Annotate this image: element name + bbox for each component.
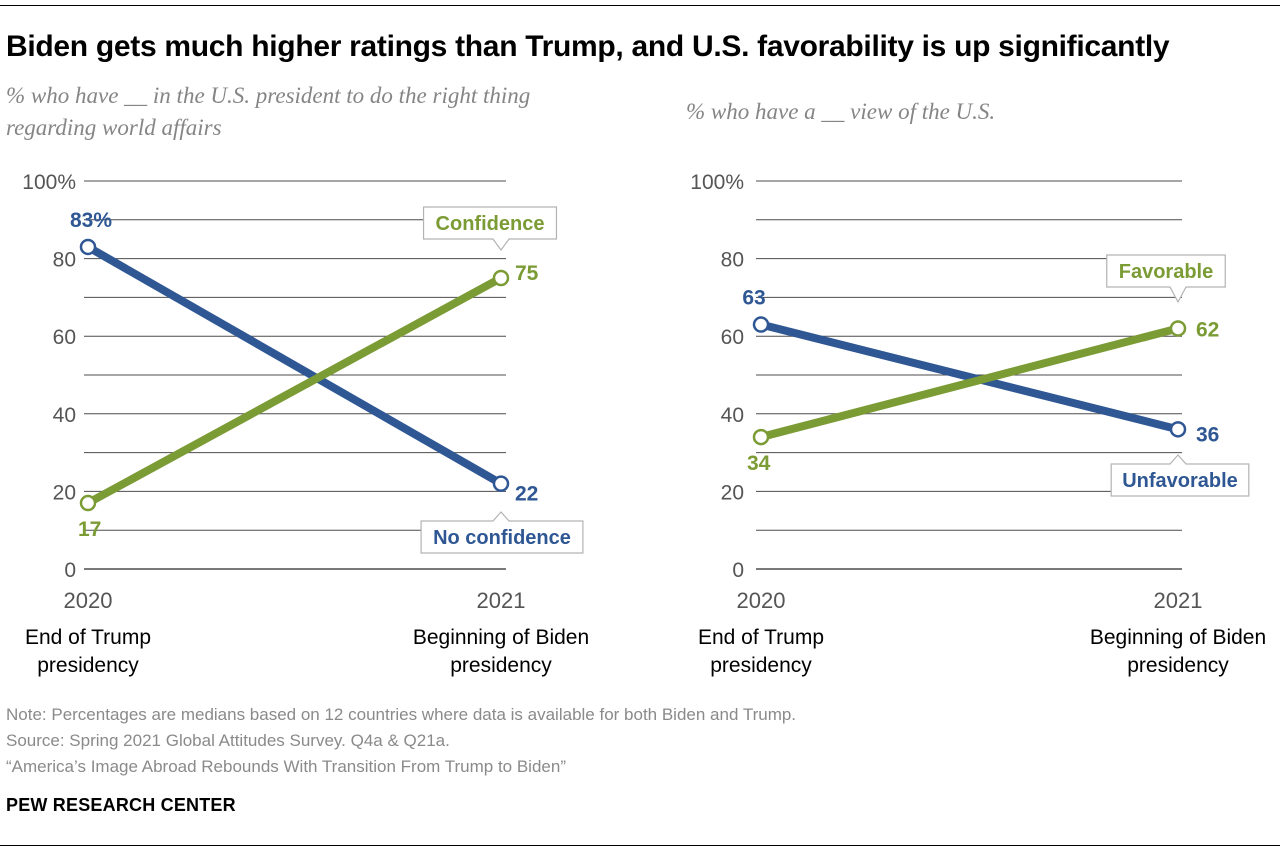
footer-report: “America’s Image Abroad Rebounds With Tr… — [6, 757, 566, 776]
panel2-legend-label: Unfavorable — [1122, 470, 1238, 492]
panel1-legend-box — [422, 206, 558, 252]
panel2-y-tick-label: 40 — [721, 404, 744, 427]
panel1-x-description: presidency — [37, 654, 139, 677]
panel1-x-tick-label: 2021 — [477, 588, 526, 613]
panel1-data-point — [79, 238, 97, 256]
panel2-y-tick-label: 20 — [721, 481, 744, 504]
panel2-data-label: 63 — [742, 287, 765, 310]
panel1-data-point — [492, 475, 510, 492]
panel2-y-tick-label: 100% — [690, 171, 744, 194]
panel1-y-tick-label: 80 — [53, 249, 76, 272]
panel1-legend-label: No confidence — [433, 527, 571, 549]
panel2-legend-box — [1106, 254, 1226, 304]
panel2-legend-label: Favorable — [1119, 261, 1213, 283]
panel2-data-point — [752, 316, 770, 333]
panel2-x-description: End of Trump — [698, 626, 824, 649]
panel1-data-label: 83% — [70, 209, 112, 232]
brand-name: PEW RESEARCH CENTER — [6, 795, 236, 815]
panel1-legend-box — [420, 511, 584, 554]
panel1-legend-label: Confidence — [436, 213, 545, 235]
footer-source: Source: Spring 2021 Global Attitudes Sur… — [6, 731, 450, 750]
panel2-series-line-0 — [760, 320, 1179, 434]
panel1-x-description: Beginning of Biden — [413, 626, 589, 649]
panel2-data-label: 34 — [747, 452, 771, 475]
panel1-y-tick-label: 100% — [22, 171, 76, 194]
top-rule — [0, 5, 1280, 6]
panel1-y-tick-label: 40 — [53, 404, 76, 427]
chart-title: Biden gets much higher ratings than Trum… — [6, 30, 1170, 63]
panel1-data-label: 75 — [515, 262, 539, 285]
panel1-data-point — [79, 494, 97, 512]
panel1-data-label: 22 — [515, 483, 538, 506]
panel2-data-point — [752, 428, 770, 446]
left-subtitle-line-1: % who have __ in the U.S. president to d… — [6, 83, 531, 108]
panel2-y-tick-label: 0 — [732, 559, 744, 582]
panel2-data-point — [1169, 421, 1187, 438]
panel1-y-tick-label: 60 — [53, 326, 76, 349]
panel1-series-line-0 — [86, 243, 503, 488]
panel1-x-description: End of Trump — [25, 626, 151, 649]
panel2-series-line-1 — [759, 324, 1180, 441]
panel1-series-line-1 — [86, 274, 503, 507]
panel1-x-tick-label: 2020 — [64, 588, 113, 613]
panel2-data-label: 62 — [1196, 318, 1219, 341]
footer-note: Note: Percentages are medians based on 1… — [6, 705, 797, 724]
panel2-legend-box — [1110, 454, 1250, 497]
bottom-rule — [0, 845, 1280, 846]
left-subtitle-line-2: regarding world affairs — [6, 115, 222, 140]
panel2-x-tick-label: 2020 — [737, 588, 786, 613]
left-subtitle: % who have __ in the U.S. president to d… — [6, 80, 530, 144]
panel1-data-point — [492, 269, 510, 287]
panel2-x-description: presidency — [1127, 654, 1229, 677]
panel1-y-tick-label: 0 — [64, 559, 76, 582]
panel1-x-description: presidency — [450, 654, 552, 677]
panel1-data-label: 17 — [78, 518, 101, 541]
panel2-x-description: Beginning of Biden — [1090, 626, 1266, 649]
panel2-x-description: presidency — [710, 654, 812, 677]
panel2-x-tick-label: 2021 — [1154, 588, 1203, 613]
panel2-y-tick-label: 60 — [721, 326, 744, 349]
panel2-data-label: 36 — [1196, 423, 1219, 446]
panel2-y-tick-label: 80 — [721, 249, 744, 272]
panel2-data-point — [1169, 320, 1187, 337]
panel1-y-tick-label: 20 — [53, 481, 76, 504]
right-subtitle-line-1: % who have a __ view of the U.S. — [686, 99, 996, 124]
right-subtitle: % who have a __ view of the U.S. — [686, 96, 995, 128]
